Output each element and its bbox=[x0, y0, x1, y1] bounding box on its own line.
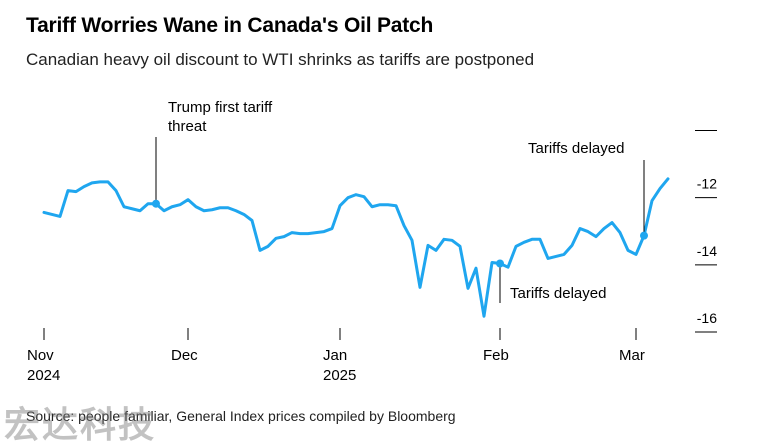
x-tick-label: Dec bbox=[171, 347, 198, 364]
watermark: 宏达科技 bbox=[4, 404, 157, 445]
annotation-dot bbox=[152, 199, 160, 208]
chart: -16 -14 -12 bbox=[42, 130, 717, 340]
data-line bbox=[42, 177, 670, 318]
annotation: Tariffs delayed bbox=[528, 139, 625, 158]
y-tick-label: -16 bbox=[697, 310, 717, 326]
annotation-dot bbox=[496, 259, 504, 268]
x-tick-label: Jan 2025 bbox=[323, 347, 357, 384]
chart-subtitle: Canadian heavy oil discount to WTI shrin… bbox=[26, 50, 535, 69]
y-tick-label: -14 bbox=[697, 243, 717, 259]
annotation: Trump first tariff threat bbox=[168, 98, 288, 136]
x-tick-label: Feb bbox=[483, 347, 509, 364]
annotation-dot bbox=[640, 231, 648, 240]
x-tick-label: Mar bbox=[619, 347, 645, 364]
x-tick-label: Nov 2024 bbox=[27, 347, 61, 384]
annotation: Tariffs delayed bbox=[510, 284, 607, 303]
y-tick-label: -12 bbox=[697, 176, 717, 192]
chart-title: Tariff Worries Wane in Canada's Oil Patc… bbox=[26, 14, 434, 37]
source-note: Source: people familiar, General Index p… bbox=[26, 408, 456, 424]
page: {"chart_data": {"type": "line", "title":… bbox=[4, 14, 718, 445]
